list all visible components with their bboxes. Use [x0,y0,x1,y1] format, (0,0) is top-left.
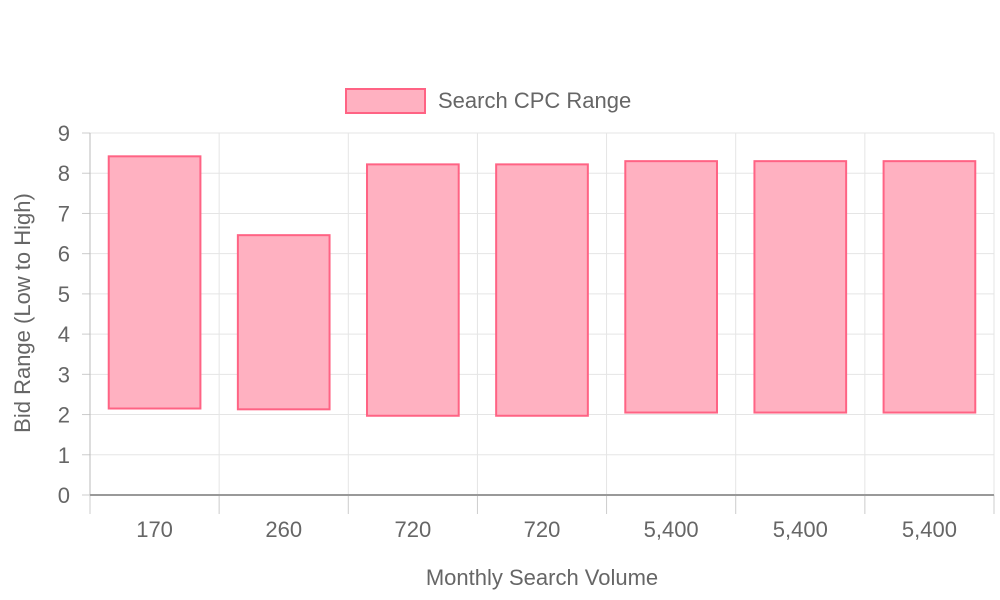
range-bar[interactable] [624,160,718,414]
range-bar[interactable] [753,160,848,414]
x-tick-label: 5,400 [644,517,699,542]
x-tick-label: 720 [394,517,431,542]
y-tick-label: 7 [58,201,70,226]
range-bar[interactable] [495,163,589,417]
y-tick-label: 0 [58,483,70,508]
bars [107,155,977,417]
range-bar[interactable] [236,234,331,411]
y-tick-label: 5 [58,282,70,307]
x-tick-labels: 170 260 720 720 5,400 5,400 5,400 [136,517,957,542]
y-tick-label: 1 [58,443,70,468]
range-bar[interactable] [882,160,977,414]
y-tick-label: 6 [58,242,70,267]
legend[interactable]: Search CPC Range [345,88,631,114]
legend-label[interactable]: Search CPC Range [438,88,631,113]
range-bar[interactable] [366,163,460,417]
x-tick-label: 170 [136,517,173,542]
y-tick-labels: 0 1 2 3 4 5 6 7 8 9 [58,121,70,508]
y-tick-label: 8 [58,161,70,186]
y-axis-title: Bid Range (Low to High) [10,193,35,433]
axes [82,132,995,514]
y-tick-label: 2 [58,403,70,428]
legend-swatch[interactable] [345,88,426,114]
range-bar[interactable] [107,155,202,410]
x-tick-label: 260 [265,517,302,542]
x-axis-title: Monthly Search Volume [426,565,658,590]
x-tick-label: 5,400 [773,517,828,542]
y-tick-label: 4 [58,322,70,347]
x-tick-label: 5,400 [902,517,957,542]
x-tick-label: 720 [524,517,561,542]
y-tick-label: 3 [58,362,70,387]
y-tick-label: 9 [58,121,70,146]
